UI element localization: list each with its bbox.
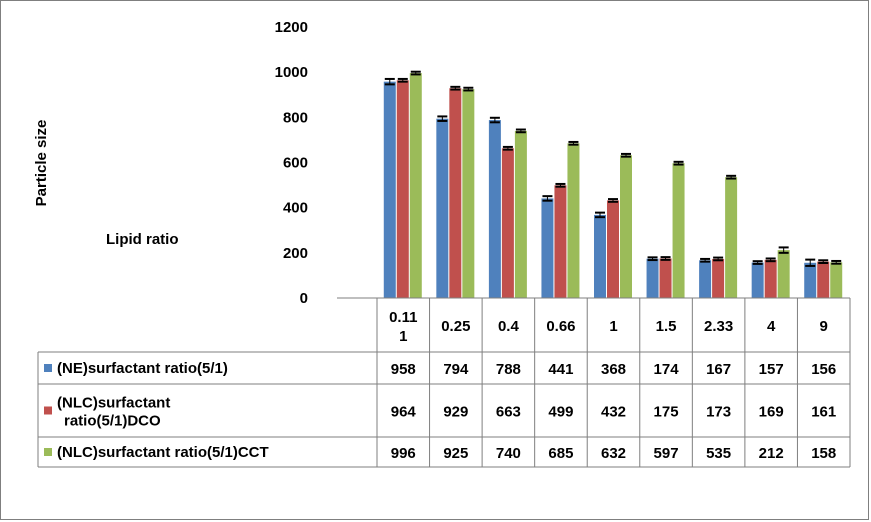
category-label: 2.33: [704, 318, 733, 335]
table-value: 996: [391, 445, 416, 462]
y-axis: 0 200 400 600 800 1000 1200: [275, 19, 308, 307]
table-value: 158: [811, 445, 836, 462]
table-value: 161: [811, 404, 836, 421]
bar: [554, 185, 567, 298]
bar: [751, 262, 764, 298]
category-label: 0.66: [546, 318, 575, 335]
bar: [804, 262, 817, 298]
bar: [594, 214, 606, 298]
table-value: 173: [706, 404, 731, 421]
legend-swatch: [44, 448, 52, 456]
category-label: 1: [609, 318, 617, 335]
legend-swatch: [44, 406, 52, 415]
table-value: 964: [391, 404, 417, 421]
data-table: 0.11 1 0.25 0.4 0.66 1 1.5 2.33 4 9 (NE)surfactant…: [37, 297, 851, 468]
table-value: 925: [443, 445, 468, 462]
category-label: 4: [767, 318, 776, 335]
legend-swatch: [44, 364, 52, 372]
y-tick-label: 200: [283, 245, 308, 262]
table-value: 685: [548, 445, 573, 462]
bar: [383, 81, 396, 298]
table-value: 535: [706, 445, 731, 462]
bar: [514, 130, 527, 298]
bar: [646, 258, 659, 298]
x-axis-title: Lipid ratio: [106, 231, 179, 248]
category-label: 0.4: [498, 318, 520, 335]
table-value: 174: [654, 361, 680, 378]
bar: [607, 200, 619, 298]
table-value: 156: [811, 361, 836, 378]
category-label: 0.11: [389, 309, 417, 326]
bar: [396, 80, 409, 299]
bar: [764, 259, 777, 298]
bar: [659, 258, 672, 298]
category-label: 0.25: [441, 318, 470, 335]
table-value: 169: [759, 404, 784, 421]
table-value: 632: [601, 445, 626, 462]
bar: [830, 262, 843, 298]
bar: [449, 88, 462, 298]
y-tick-label: 1200: [275, 19, 308, 36]
bar: [409, 73, 422, 298]
bar: [712, 258, 725, 298]
legend-label: (NLC)surfactant: [57, 395, 170, 412]
table-value: 441: [548, 361, 573, 378]
table-value: 175: [654, 404, 679, 421]
table-value: 929: [443, 404, 468, 421]
bar: [777, 250, 790, 298]
bar: [567, 143, 580, 298]
bar: [699, 260, 712, 298]
bar: [501, 148, 514, 298]
bar: [488, 120, 501, 298]
y-tick-label: 400: [283, 200, 308, 217]
table-value: 740: [496, 445, 521, 462]
table-value: 794: [443, 361, 469, 378]
category-label: 1.5: [656, 318, 677, 335]
bar: [541, 198, 554, 298]
bar: [462, 89, 475, 299]
table-value: 432: [601, 404, 626, 421]
table-value: 368: [601, 361, 626, 378]
bar: [725, 177, 738, 298]
table-value: 167: [706, 361, 731, 378]
bars: [383, 73, 843, 299]
error-bars: [384, 70, 842, 267]
legend-label: (NE)surfactant ratio(5/1): [57, 360, 228, 377]
bar: [620, 155, 632, 298]
bar: [436, 118, 449, 299]
legend-label: (NLC)surfactant ratio(5/1)CCT: [57, 444, 269, 461]
y-tick-label: 600: [283, 155, 308, 172]
y-axis-title: Particle size: [33, 120, 50, 207]
y-tick-label: 800: [283, 109, 308, 126]
bar: [817, 261, 830, 298]
table-value: 788: [496, 361, 521, 378]
table-value: 597: [654, 445, 679, 462]
y-tick-label: 1000: [275, 64, 308, 81]
y-tick-label: 0: [300, 290, 308, 307]
table-value: 157: [759, 361, 784, 378]
legend-label: ratio(5/1)DCO: [64, 413, 161, 430]
table-value: 499: [548, 404, 573, 421]
category-label: 9: [820, 318, 828, 335]
category-label: 1: [399, 328, 407, 345]
table-value: 663: [496, 404, 521, 421]
table-value: 958: [391, 361, 416, 378]
bar: [672, 163, 685, 298]
table-value: 212: [759, 445, 784, 462]
